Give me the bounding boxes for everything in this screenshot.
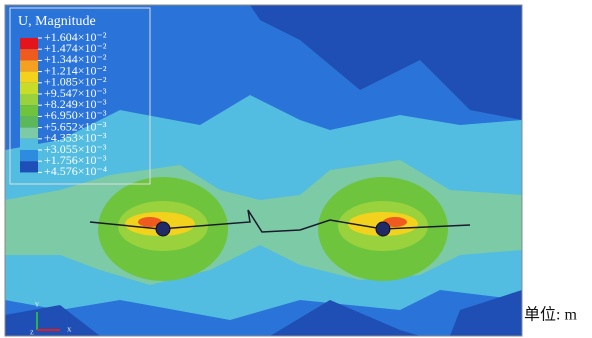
legend-swatch xyxy=(20,38,38,49)
screenshot: U, Magnitude +1.604×10⁻²+1.474×10⁻²+1.34… xyxy=(0,0,592,338)
legend-swatch xyxy=(20,161,38,172)
legend-title: U, Magnitude xyxy=(18,14,96,29)
legend-swatch xyxy=(20,49,38,60)
legend-swatch xyxy=(20,60,38,71)
legend: +1.604×10⁻²+1.474×10⁻²+1.344×10⁻²+1.214×… xyxy=(20,30,107,178)
legend-swatch xyxy=(20,94,38,105)
unit-label: 单位: m xyxy=(524,306,577,324)
triad-x-label: X xyxy=(67,327,72,333)
legend-swatch xyxy=(20,150,38,161)
legend-swatch xyxy=(20,105,38,116)
legend-swatch xyxy=(20,128,38,139)
legend-label: +4.576×10⁻⁴ xyxy=(44,164,107,178)
legend-swatch xyxy=(20,83,38,94)
legend-swatch xyxy=(20,116,38,127)
triad-y-label: Y xyxy=(35,302,40,308)
legend-swatch xyxy=(20,72,38,83)
triad-z-label: Z xyxy=(30,330,34,336)
legend-swatch xyxy=(20,139,38,150)
